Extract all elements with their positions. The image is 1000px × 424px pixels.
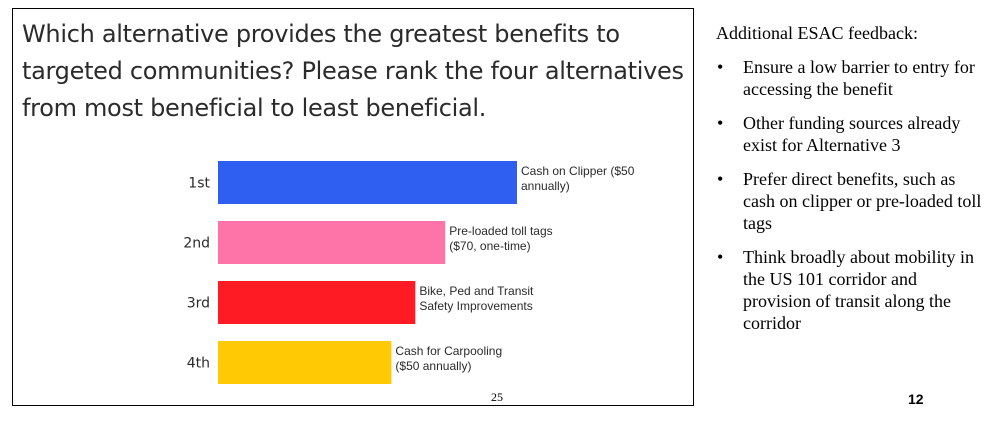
rank-label: 1st — [188, 176, 210, 192]
feedback-item: • Think broadly about mobility in the US… — [716, 246, 988, 334]
bar-label: Cash for Carpooling ($50 annually) — [395, 344, 502, 373]
feedback-item: • Prefer direct benefits, such as cash o… — [716, 168, 988, 234]
bullet-icon: • — [717, 113, 724, 133]
rank-label: 4th — [187, 356, 210, 372]
rank-label: 3rd — [187, 296, 210, 312]
bullet-icon: • — [717, 169, 724, 189]
bar — [218, 221, 446, 264]
bar — [218, 341, 392, 384]
feedback-heading: Additional ESAC feedback: — [716, 23, 918, 43]
feedback-item-text: Other funding sources already exist for … — [743, 113, 961, 155]
bar-label: Pre-loaded toll tags ($70, one-time) — [449, 224, 552, 253]
feedback-item: • Ensure a low barrier to entry for acce… — [716, 56, 988, 100]
ranking-bar-chart: 1st Cash on Clipper ($50 annually) 2nd Pre-l… — [183, 161, 635, 384]
feedback-item-text: Prefer direct benefits, such as cash on … — [743, 169, 982, 233]
rank-label: 2nd — [183, 236, 210, 252]
slide-page-number: 25 — [491, 390, 503, 404]
slide-title: Which alternative provides the greatest … — [22, 20, 684, 122]
bar — [218, 281, 416, 324]
feedback-item-text: Think broadly about mobility in the US 1… — [743, 247, 974, 333]
slide: Which alternative provides the greatest … — [12, 8, 694, 406]
bullet-icon: • — [717, 57, 724, 77]
bar-label: Bike, Ped and Transit Safety Improvements — [419, 284, 534, 313]
feedback-list: • Ensure a low barrier to entry for acce… — [716, 56, 988, 334]
bar-label: Cash on Clipper ($50 annually) — [521, 164, 635, 193]
feedback-panel: Additional ESAC feedback: • Ensure a low… — [716, 22, 988, 346]
feedback-item-text: Ensure a low barrier to entry for access… — [743, 57, 975, 99]
bar — [218, 161, 517, 204]
bullet-icon: • — [717, 247, 724, 267]
page-number: 12 — [908, 391, 924, 407]
feedback-item: • Other funding sources already exist fo… — [716, 112, 988, 156]
